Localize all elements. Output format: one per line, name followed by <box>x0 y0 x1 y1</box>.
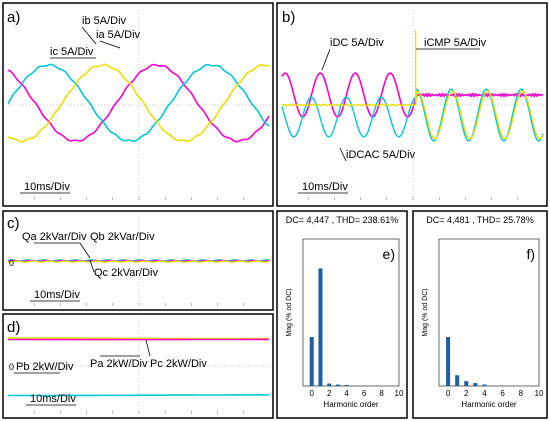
bar-e-5 <box>353 385 358 387</box>
ylabel-e: Mag (% od DC) <box>286 288 293 336</box>
trace-Q2 <box>7 260 270 263</box>
panel-d-tag: d) <box>7 319 20 336</box>
label-idc-leader <box>321 48 331 71</box>
panel-e-tag: e) <box>383 246 395 262</box>
label-ia-leader <box>99 40 121 49</box>
timebase-b: 10ms/Div <box>302 181 348 193</box>
label-pc-leader <box>145 339 151 357</box>
label-qb: Qb 2kVar/Div <box>90 231 155 243</box>
xtick-f-4: 4 <box>482 389 487 398</box>
bar-e-2 <box>327 383 332 386</box>
label-idc: iDC 5A/Div <box>330 37 384 49</box>
label-ib-leader <box>81 26 97 45</box>
label-icmp: iCMP 5A/Div <box>424 37 487 49</box>
trace-ib <box>7 63 270 142</box>
label-ib: ib 5A/Div <box>82 15 127 27</box>
trace-iCMP <box>281 90 544 140</box>
ylabel-f: Mag (% od DC) <box>422 288 429 336</box>
label-qb-leader <box>79 242 91 259</box>
harmonic-chart-e: DC= 4,447 , THD= 238.61% e) 0 2 4 6 8 10 Harmoni… <box>286 215 404 409</box>
bar-e-1 <box>318 268 323 386</box>
bar-f-1 <box>455 375 460 386</box>
bar-e-6 <box>362 385 367 387</box>
xlabel-f: Harmonic order <box>461 400 516 409</box>
bar-e-0 <box>309 337 314 386</box>
label-idcac-leader <box>339 147 347 162</box>
trace-Pb <box>8 393 269 397</box>
plot-area-f <box>438 238 540 387</box>
panel-f-tag: f) <box>526 246 535 262</box>
xtick-e-2: 2 <box>327 389 332 398</box>
label-pa: Pa 2kW/Div <box>90 358 148 370</box>
label-ia: ia 5A/Div <box>96 29 141 41</box>
bar-e-4 <box>344 385 349 386</box>
xtick-f-8: 8 <box>519 389 524 398</box>
scope-traces <box>7 30 544 397</box>
xtick-e-10: 10 <box>395 389 404 398</box>
harmonic-chart-f: DC= 4,481 , THD= 25.78% f) 0 2 4 6 8 10 Harmonic… <box>422 215 544 409</box>
label-pc: Pc 2kW/Div <box>150 358 207 370</box>
xtick-e-6: 6 <box>362 389 367 398</box>
xtick-f-6: 6 <box>500 389 505 398</box>
zero-c: 0 <box>9 258 14 268</box>
label-qc-leader <box>89 259 95 273</box>
trace-iDC <box>281 72 544 118</box>
label-qa: Qa 2kVar/Div <box>22 231 87 243</box>
xtick-f-10: 10 <box>535 389 544 398</box>
bar-f-4 <box>482 384 487 386</box>
trace-ic <box>7 63 270 143</box>
xtick-e-8: 8 <box>379 389 384 398</box>
chart-title-f: DC= 4,481 , THD= 25.78% <box>426 215 533 225</box>
label-idcac: iDCAC 5A/Div <box>346 149 416 161</box>
panel-a-frame <box>2 2 274 207</box>
trace-ia <box>7 63 270 143</box>
chart-title-e: DC= 4,447 , THD= 238.61% <box>286 215 398 225</box>
xtick-e-4: 4 <box>344 389 349 398</box>
xlabel-e: Harmonic order <box>323 400 378 409</box>
xtick-e-0: 0 <box>310 389 315 398</box>
bar-f-2 <box>464 381 469 386</box>
bar-f-3 <box>473 383 478 386</box>
trace-Pa <box>8 337 269 340</box>
bar-f-0 <box>446 337 451 386</box>
timebase-a: 10ms/Div <box>24 181 70 193</box>
timebase-c: 10ms/Div <box>34 289 80 301</box>
panel-a-tag: a) <box>7 9 20 26</box>
xtick-f-0: 0 <box>446 389 451 398</box>
label-pb: Pb 2kW/Div <box>16 361 74 373</box>
zero-d: 0 <box>9 362 14 372</box>
label-qc: Qc 2kVar/Div <box>94 267 158 279</box>
bar-e-3 <box>335 384 340 386</box>
panel-c-tag: c) <box>7 215 20 232</box>
label-ic: ic 5A/Div <box>50 46 94 58</box>
panel-b-tag: b) <box>282 9 295 26</box>
xtick-f-2: 2 <box>464 389 469 398</box>
timebase-d: 10ms/Div <box>30 393 76 405</box>
trace-iDCAC <box>281 88 544 142</box>
